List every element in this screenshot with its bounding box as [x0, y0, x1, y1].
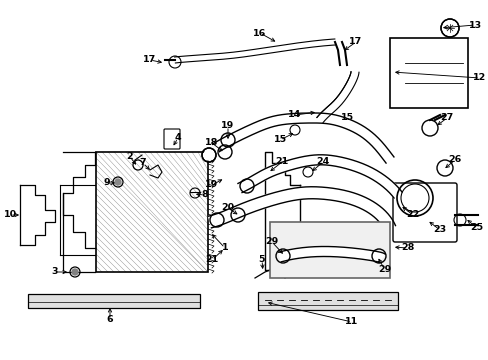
Text: 15: 15 [340, 113, 353, 122]
Text: 7: 7 [140, 158, 146, 167]
Text: 2: 2 [126, 153, 133, 162]
Polygon shape [238, 155, 401, 198]
Text: 19: 19 [205, 180, 218, 189]
Text: 4: 4 [174, 134, 181, 143]
Text: 5: 5 [258, 256, 264, 265]
Text: 17: 17 [348, 37, 362, 46]
Text: 6: 6 [106, 315, 113, 324]
Polygon shape [208, 187, 395, 230]
Bar [269, 222, 389, 278]
Polygon shape [212, 113, 393, 163]
Text: 18: 18 [205, 139, 218, 148]
FancyBboxPatch shape [392, 183, 456, 242]
Bar [96, 152, 207, 272]
Text: 28: 28 [401, 243, 414, 252]
Polygon shape [174, 39, 334, 63]
Text: 13: 13 [468, 21, 481, 30]
Text: 20: 20 [221, 203, 234, 212]
Text: 15: 15 [273, 135, 286, 144]
Text: 29: 29 [378, 265, 391, 274]
Text: 3: 3 [52, 267, 58, 276]
Circle shape [203, 150, 214, 160]
Text: 11: 11 [345, 318, 358, 327]
Text: 8: 8 [201, 190, 208, 199]
Text: 24: 24 [316, 157, 329, 166]
Circle shape [443, 22, 455, 34]
Circle shape [72, 269, 78, 275]
Text: 9: 9 [103, 179, 110, 188]
Text: 16: 16 [253, 28, 266, 37]
Text: 25: 25 [469, 224, 483, 233]
Bar [28, 294, 200, 308]
Polygon shape [278, 247, 385, 262]
Text: 19: 19 [221, 121, 234, 130]
Text: 27: 27 [440, 113, 453, 122]
Text: 23: 23 [432, 225, 446, 234]
Bar [258, 292, 397, 310]
Circle shape [400, 184, 428, 212]
Text: 22: 22 [406, 211, 419, 220]
Text: 10: 10 [3, 211, 17, 220]
Text: 21: 21 [205, 256, 218, 265]
Text: 1: 1 [221, 243, 228, 252]
Bar [389, 38, 467, 108]
Text: 12: 12 [472, 73, 486, 82]
Polygon shape [316, 72, 358, 122]
Text: 14: 14 [288, 111, 301, 120]
Circle shape [115, 179, 121, 185]
Text: 29: 29 [265, 238, 278, 247]
Text: 26: 26 [447, 156, 461, 165]
Text: 17: 17 [143, 55, 156, 64]
Text: 21: 21 [275, 157, 288, 166]
FancyBboxPatch shape [163, 129, 180, 149]
